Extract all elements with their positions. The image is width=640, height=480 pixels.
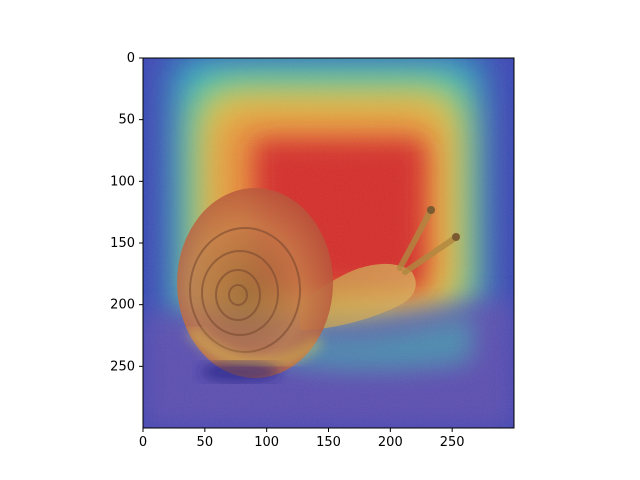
- x-tick-label: 200: [378, 435, 403, 450]
- y-tick-label: 100: [110, 174, 135, 189]
- x-tick-label: 250: [440, 435, 465, 450]
- y-tick-label: 150: [110, 236, 135, 251]
- x-tick-label: 100: [254, 435, 279, 450]
- y-tick-label: 50: [118, 113, 135, 128]
- x-axis: 0 50 100 150 200 250: [139, 428, 465, 450]
- y-tick-label: 0: [127, 51, 135, 66]
- snail-shell: [177, 188, 333, 382]
- y-tick-label: 250: [110, 359, 135, 374]
- heatmap-image: [143, 58, 514, 428]
- snail-body: [300, 206, 460, 330]
- x-tick-label: 0: [139, 435, 147, 450]
- y-tick-label: 200: [110, 298, 135, 313]
- x-tick-label: 150: [316, 435, 341, 450]
- x-tick-label: 50: [197, 435, 214, 450]
- y-axis: 0 50 100 150 200 250: [110, 51, 143, 374]
